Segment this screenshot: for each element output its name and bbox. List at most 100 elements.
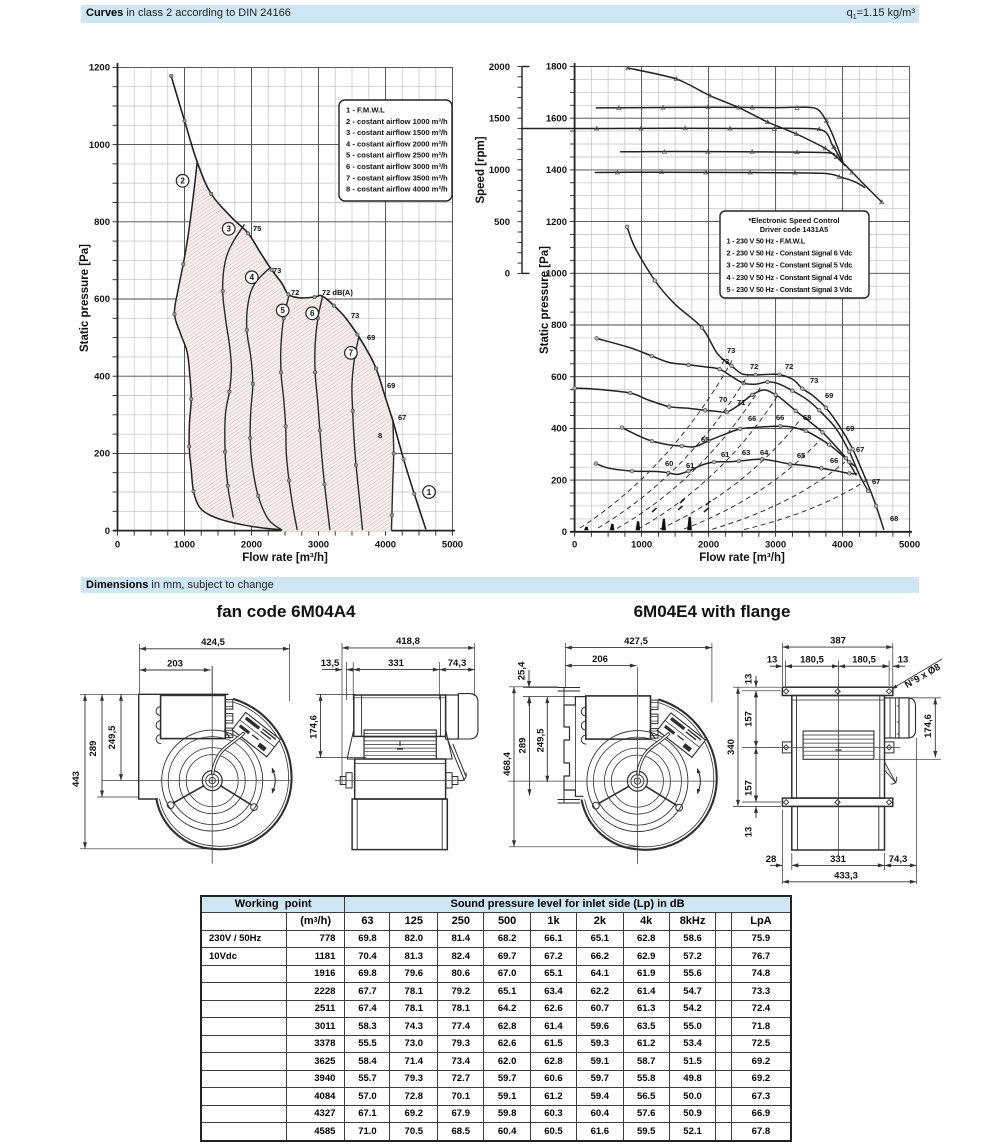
svg-text:Static pressure [Pa]: Static pressure [Pa] — [79, 244, 91, 352]
svg-text:249,5: 249,5 — [535, 728, 546, 752]
svg-text:1000: 1000 — [489, 165, 510, 176]
svg-text:3: 3 — [226, 225, 231, 234]
svg-text:3 - 230 V 50 Hz - Constant Sig: 3 - 230 V 50 Hz - Constant Signal 5 Vdc — [727, 261, 853, 270]
svg-text:68: 68 — [890, 514, 898, 523]
svg-text:1800: 1800 — [546, 62, 567, 73]
svg-text:25,4: 25,4 — [517, 661, 528, 680]
svg-text:600: 600 — [551, 372, 567, 383]
svg-text:600: 600 — [94, 294, 110, 305]
svg-text:61: 61 — [721, 450, 729, 459]
svg-text:Flow rate [m³/h]: Flow rate [m³/h] — [242, 552, 328, 564]
svg-text:0: 0 — [105, 526, 110, 537]
svg-text:73: 73 — [810, 376, 818, 385]
svg-text:500: 500 — [494, 217, 510, 228]
svg-text:200: 200 — [94, 449, 110, 460]
svg-text:0: 0 — [115, 540, 120, 551]
svg-text:13: 13 — [744, 674, 755, 685]
svg-text:400: 400 — [94, 371, 110, 382]
svg-text:0: 0 — [572, 540, 577, 551]
svg-text:800: 800 — [551, 320, 567, 331]
svg-text:1500: 1500 — [489, 114, 510, 125]
svg-text:174,6: 174,6 — [309, 715, 320, 739]
svg-text:5000: 5000 — [442, 540, 463, 551]
svg-text:28: 28 — [766, 854, 777, 865]
svg-text:443: 443 — [71, 771, 82, 787]
svg-text:74,3: 74,3 — [889, 854, 908, 865]
svg-text:*Electronic Speed Control: *Electronic Speed Control — [748, 216, 839, 225]
svg-text:0: 0 — [505, 269, 510, 280]
svg-text:424,5: 424,5 — [201, 637, 225, 648]
svg-text:73: 73 — [273, 266, 281, 275]
svg-text:73: 73 — [727, 346, 735, 355]
svg-text:331: 331 — [388, 658, 405, 669]
svg-text:7: 7 — [349, 349, 354, 358]
svg-text:Driver code 1431A5: Driver code 1431A5 — [760, 225, 829, 234]
svg-text:4 - costant airflow 2000 m³/h: 4 - costant airflow 2000 m³/h — [346, 139, 448, 148]
svg-text:8 - costant airflow 4000 m³/h: 8 - costant airflow 4000 m³/h — [346, 185, 448, 194]
svg-text:289: 289 — [518, 738, 529, 754]
svg-text:13: 13 — [767, 655, 778, 666]
svg-text:1600: 1600 — [546, 113, 567, 124]
svg-text:Flow rate [m³/h]: Flow rate [m³/h] — [699, 552, 785, 564]
svg-text:4000: 4000 — [375, 540, 396, 551]
svg-text:331: 331 — [830, 854, 847, 865]
svg-text:6: 6 — [310, 309, 315, 318]
svg-text:3000: 3000 — [765, 540, 786, 551]
svg-text:180,5: 180,5 — [852, 655, 876, 666]
svg-text:66: 66 — [748, 414, 756, 423]
svg-text:2 - 230 V 50 Hz - Constant Sig: 2 - 230 V 50 Hz - Constant Signal 6 Vdc — [727, 249, 853, 258]
svg-text:1000: 1000 — [631, 540, 652, 551]
svg-text:800: 800 — [94, 217, 110, 228]
svg-text:66: 66 — [830, 456, 838, 465]
svg-text:13,5: 13,5 — [321, 658, 340, 669]
svg-text:1200: 1200 — [546, 217, 567, 228]
svg-text:400: 400 — [551, 424, 567, 435]
svg-text:174,6: 174,6 — [923, 714, 934, 738]
svg-text:5: 5 — [280, 306, 285, 315]
svg-text:1 - 230 V 50 Hz - F.M.W.L: 1 - 230 V 50 Hz - F.M.W.L — [727, 237, 806, 246]
svg-text:73: 73 — [351, 311, 359, 320]
svg-text:200: 200 — [551, 475, 567, 486]
svg-text:69: 69 — [825, 391, 833, 400]
svg-text:2: 2 — [180, 177, 185, 186]
svg-text:4: 4 — [250, 273, 255, 282]
svg-text:2000: 2000 — [698, 540, 719, 551]
svg-text:63: 63 — [742, 448, 750, 457]
svg-text:1000: 1000 — [174, 540, 195, 551]
svg-text:5 - 230 V 50 Hz - Constant Sig: 5 - 230 V 50 Hz - Constant Signal 3 Vdc — [727, 285, 853, 294]
svg-text:4000: 4000 — [832, 540, 853, 551]
svg-text:73: 73 — [721, 357, 729, 366]
svg-text:7 - costant airflow 3500 m³/h: 7 - costant airflow 3500 m³/h — [346, 173, 448, 182]
svg-text:Speed [rpm]: Speed [rpm] — [475, 136, 487, 203]
svg-text:60: 60 — [665, 459, 673, 468]
svg-text:433,3: 433,3 — [834, 870, 858, 881]
svg-text:74,3: 74,3 — [448, 658, 467, 669]
svg-text:2000: 2000 — [489, 62, 510, 73]
svg-text:1400: 1400 — [546, 165, 567, 176]
svg-text:13: 13 — [744, 827, 755, 838]
svg-text:1200: 1200 — [89, 63, 110, 74]
svg-text:5000: 5000 — [899, 540, 920, 551]
svg-text:2 - costant airflow 1000 m³/h: 2 - costant airflow 1000 m³/h — [346, 117, 448, 126]
svg-text:6 - costant airflow 3000 m³/h: 6 - costant airflow 3000 m³/h — [346, 162, 448, 171]
svg-text:13: 13 — [898, 655, 909, 666]
svg-text:203: 203 — [167, 659, 183, 670]
svg-text:69: 69 — [367, 333, 375, 342]
svg-text:70: 70 — [719, 395, 727, 404]
svg-text:1 - F.M.W.L: 1 - F.M.W.L — [346, 106, 385, 115]
svg-text:5 - costant airflow 2500 m³/h: 5 - costant airflow 2500 m³/h — [346, 151, 448, 160]
svg-text:Static pressure [Pa]: Static pressure [Pa] — [539, 246, 551, 354]
svg-text:3 - costant airflow 1500 m³/h: 3 - costant airflow 1500 m³/h — [346, 128, 448, 137]
svg-text:157: 157 — [744, 711, 755, 727]
svg-text:387: 387 — [830, 636, 846, 647]
svg-text:249,5: 249,5 — [107, 725, 118, 749]
svg-text:157: 157 — [744, 780, 755, 796]
svg-text:418,8: 418,8 — [396, 636, 420, 647]
svg-text:180,5: 180,5 — [800, 655, 824, 666]
svg-text:69: 69 — [387, 381, 395, 390]
svg-text:289: 289 — [88, 741, 99, 757]
svg-text:1000: 1000 — [546, 269, 567, 280]
svg-text:468,4: 468,4 — [502, 751, 513, 775]
svg-text:66: 66 — [776, 413, 784, 422]
svg-text:0: 0 — [562, 527, 567, 538]
